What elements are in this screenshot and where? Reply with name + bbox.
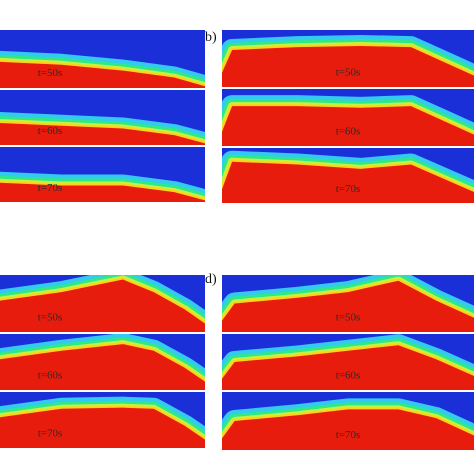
snapshot bbox=[0, 275, 205, 332]
panel: t=50s t=60s t=70s bbox=[0, 275, 205, 448]
snapshot bbox=[0, 147, 205, 202]
fluid bbox=[222, 345, 474, 390]
fluid bbox=[0, 344, 205, 390]
panel-label: d) bbox=[205, 272, 217, 287]
fluid bbox=[0, 182, 205, 202]
snapshot bbox=[0, 30, 205, 88]
time-label: t=60s bbox=[336, 125, 361, 137]
snapshot bbox=[0, 90, 205, 145]
fluid bbox=[222, 45, 474, 87]
time-label: t=50s bbox=[336, 66, 361, 78]
panel: b) t=50s t=60s t=70s bbox=[205, 30, 474, 203]
fluid bbox=[222, 161, 474, 203]
time-label: t=50s bbox=[38, 67, 63, 79]
snapshot bbox=[222, 334, 474, 390]
panel: d) t=50s t=60s t=70s bbox=[205, 272, 474, 450]
time-label: t=60s bbox=[38, 125, 63, 137]
snapshot bbox=[222, 89, 474, 146]
fluid bbox=[222, 409, 474, 450]
fluid bbox=[0, 61, 205, 88]
time-label: t=50s bbox=[38, 311, 63, 323]
snapshot bbox=[0, 334, 205, 390]
time-label: t=60s bbox=[38, 370, 63, 382]
time-label: t=70s bbox=[38, 182, 63, 194]
snapshot bbox=[222, 392, 474, 450]
time-label: t=50s bbox=[336, 311, 361, 323]
time-label: t=70s bbox=[336, 429, 361, 441]
snapshot bbox=[0, 392, 205, 448]
snapshot bbox=[222, 30, 474, 87]
time-label: t=70s bbox=[336, 183, 361, 195]
panel-label: b) bbox=[205, 30, 217, 45]
fluid bbox=[222, 106, 474, 146]
fluid bbox=[222, 280, 474, 332]
panel: t=50s t=60s t=70s bbox=[0, 30, 205, 202]
time-label: t=60s bbox=[336, 370, 361, 382]
snapshot bbox=[222, 275, 474, 332]
time-label: t=70s bbox=[38, 428, 63, 440]
snapshot bbox=[222, 148, 474, 203]
fluid bbox=[0, 407, 205, 448]
fluid bbox=[0, 279, 205, 332]
fluid bbox=[0, 123, 205, 145]
